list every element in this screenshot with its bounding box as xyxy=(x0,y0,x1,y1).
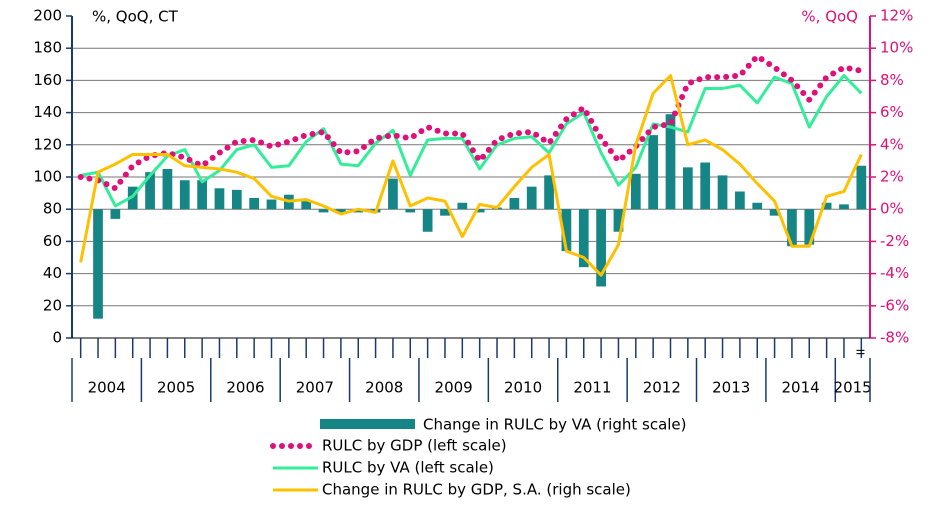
bar xyxy=(578,209,589,268)
bar xyxy=(405,209,416,213)
bar xyxy=(613,209,624,232)
y-tick-label: 180 xyxy=(33,39,62,57)
bar xyxy=(336,209,346,213)
legend: Change in RULC by VA (right scale) RULC … xyxy=(270,416,687,499)
y2-axis-label: %, QoQ xyxy=(801,8,858,26)
y-tick-label: 60 xyxy=(43,232,62,250)
bar xyxy=(821,202,832,210)
legend-label: Change in RULC by GDP, S.A. (righ scale) xyxy=(322,481,631,499)
y2-tick-label: -6% xyxy=(880,296,909,314)
bar xyxy=(301,201,312,210)
year-label: 2010 xyxy=(504,379,542,397)
bar xyxy=(318,209,329,213)
year-label: 2004 xyxy=(88,379,126,397)
bar xyxy=(440,209,450,216)
bar xyxy=(145,172,155,210)
y-tick-label: 80 xyxy=(43,200,62,218)
y2-tick-label: 2% xyxy=(880,168,904,186)
y-tick-label: 40 xyxy=(43,264,62,282)
year-label: 2012 xyxy=(643,379,681,397)
line xyxy=(79,74,863,277)
x-tick-label: II xyxy=(854,349,867,356)
year-label: 2007 xyxy=(296,379,334,397)
bar xyxy=(839,204,849,210)
y-tick-label: 0 xyxy=(52,329,62,347)
bar xyxy=(526,186,537,210)
bar xyxy=(804,209,815,245)
bar xyxy=(353,209,364,213)
bar xyxy=(509,197,520,210)
y-tick-label: 100 xyxy=(33,168,62,186)
y2-tick-label: -2% xyxy=(880,232,909,250)
year-label: 2008 xyxy=(365,379,403,397)
y2-tick-label: 0% xyxy=(880,200,904,218)
year-label: 2006 xyxy=(226,379,264,397)
bar xyxy=(249,197,260,210)
bar xyxy=(682,167,693,210)
year-label: 2015 xyxy=(834,379,872,397)
bar xyxy=(735,191,745,210)
bar xyxy=(179,180,190,210)
y-tick-label: 160 xyxy=(33,71,62,89)
bar xyxy=(457,202,468,210)
bar xyxy=(231,189,242,210)
bar xyxy=(596,209,606,287)
legend-label: Change in RULC by VA (right scale) xyxy=(423,416,687,434)
bar xyxy=(388,178,398,210)
y2-tick-label: -8% xyxy=(880,329,909,347)
bar xyxy=(197,180,207,210)
y-tick-label: 20 xyxy=(43,296,62,314)
year-label: 2005 xyxy=(157,379,195,397)
bar xyxy=(544,175,554,210)
bar xyxy=(665,114,676,210)
y-tick-label: 120 xyxy=(33,135,62,153)
y2-tick-label: 6% xyxy=(880,103,904,121)
bar xyxy=(648,135,659,210)
y-tick-label: 140 xyxy=(33,103,62,121)
y2-tick-label: 12% xyxy=(880,7,913,25)
bar xyxy=(266,199,277,210)
year-label: 2011 xyxy=(573,379,611,397)
y2-tick-label: -4% xyxy=(880,264,909,282)
y2-tick-label: 8% xyxy=(880,71,904,89)
bar xyxy=(214,188,225,210)
y2-tick-label: 10% xyxy=(880,39,913,57)
y-axis-label: %, QoQ, CT xyxy=(92,8,179,26)
y2-tick-label: 4% xyxy=(880,135,904,153)
bar xyxy=(787,209,797,247)
legend-label: RULC by VA (left scale) xyxy=(322,459,494,477)
bar xyxy=(630,173,641,210)
line xyxy=(80,74,863,208)
bar xyxy=(856,165,867,210)
bar xyxy=(110,209,121,219)
bar xyxy=(93,209,103,319)
bar xyxy=(162,168,173,210)
bar xyxy=(561,209,572,252)
year-label: 2013 xyxy=(712,379,750,397)
bar xyxy=(752,202,763,210)
bar xyxy=(422,209,433,232)
legend-label: RULC by GDP (left scale) xyxy=(322,437,507,455)
year-label: 2009 xyxy=(435,379,473,397)
bar xyxy=(769,209,780,216)
bar xyxy=(700,162,711,210)
bar xyxy=(717,175,728,210)
year-label: 2014 xyxy=(782,379,820,397)
legend-swatch xyxy=(320,419,415,429)
dotted-line xyxy=(77,53,865,192)
bar xyxy=(474,209,485,213)
y-tick-label: 200 xyxy=(33,7,62,25)
